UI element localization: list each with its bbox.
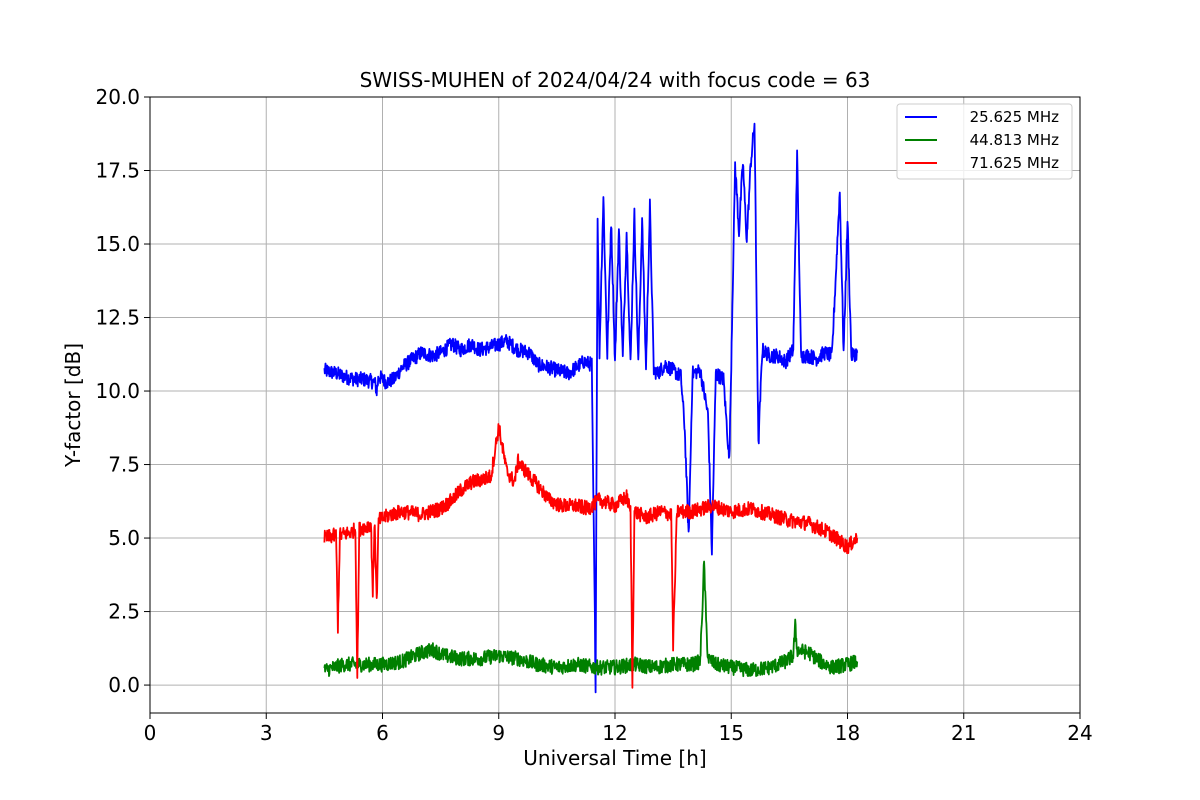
y-tick-label: 12.5 (95, 306, 140, 330)
y-tick-label: 5.0 (108, 526, 140, 550)
series-line (323, 122, 859, 694)
y-tick-label: 0.0 (108, 673, 140, 697)
y-tick-label: 10.0 (95, 379, 140, 403)
y-tick-label: 7.5 (108, 453, 140, 477)
x-axis-label: Universal Time [h] (523, 746, 706, 770)
series-lines (323, 122, 859, 694)
x-tick-label: 9 (492, 721, 505, 745)
x-tick-label: 18 (835, 721, 860, 745)
chart-title: SWISS-MUHEN of 2024/04/24 with focus cod… (360, 68, 871, 92)
y-tick-label: 20.0 (95, 85, 140, 109)
legend: 25.625 MHz 44.813 MHz 71.625 MHz (896, 103, 1073, 180)
y-tick-label: 2.5 (108, 600, 140, 624)
legend-box (896, 103, 1073, 180)
legend-label: 25.625 MHz (970, 108, 1059, 126)
y-tick-label: 17.5 (95, 159, 140, 183)
ticks: 0 3 6 9 12 15 18 21 24 0.0 2.5 5.0 7.5 10.0 12.5 15.0 17… (95, 85, 1092, 745)
x-tick-label: 15 (719, 721, 744, 745)
y-axis-label: Y-factor [dB] (61, 343, 85, 468)
series-line (323, 560, 859, 678)
legend-label: 44.813 MHz (970, 131, 1059, 149)
x-tick-label: 12 (602, 721, 627, 745)
x-tick-label: 3 (260, 721, 273, 745)
y-tick-label: 15.0 (95, 232, 140, 256)
x-tick-label: 0 (144, 721, 157, 745)
x-tick-label: 24 (1067, 721, 1092, 745)
x-tick-label: 21 (951, 721, 976, 745)
legend-label: 71.625 MHz (970, 154, 1059, 172)
series-line (323, 423, 859, 689)
x-tick-label: 6 (376, 721, 389, 745)
